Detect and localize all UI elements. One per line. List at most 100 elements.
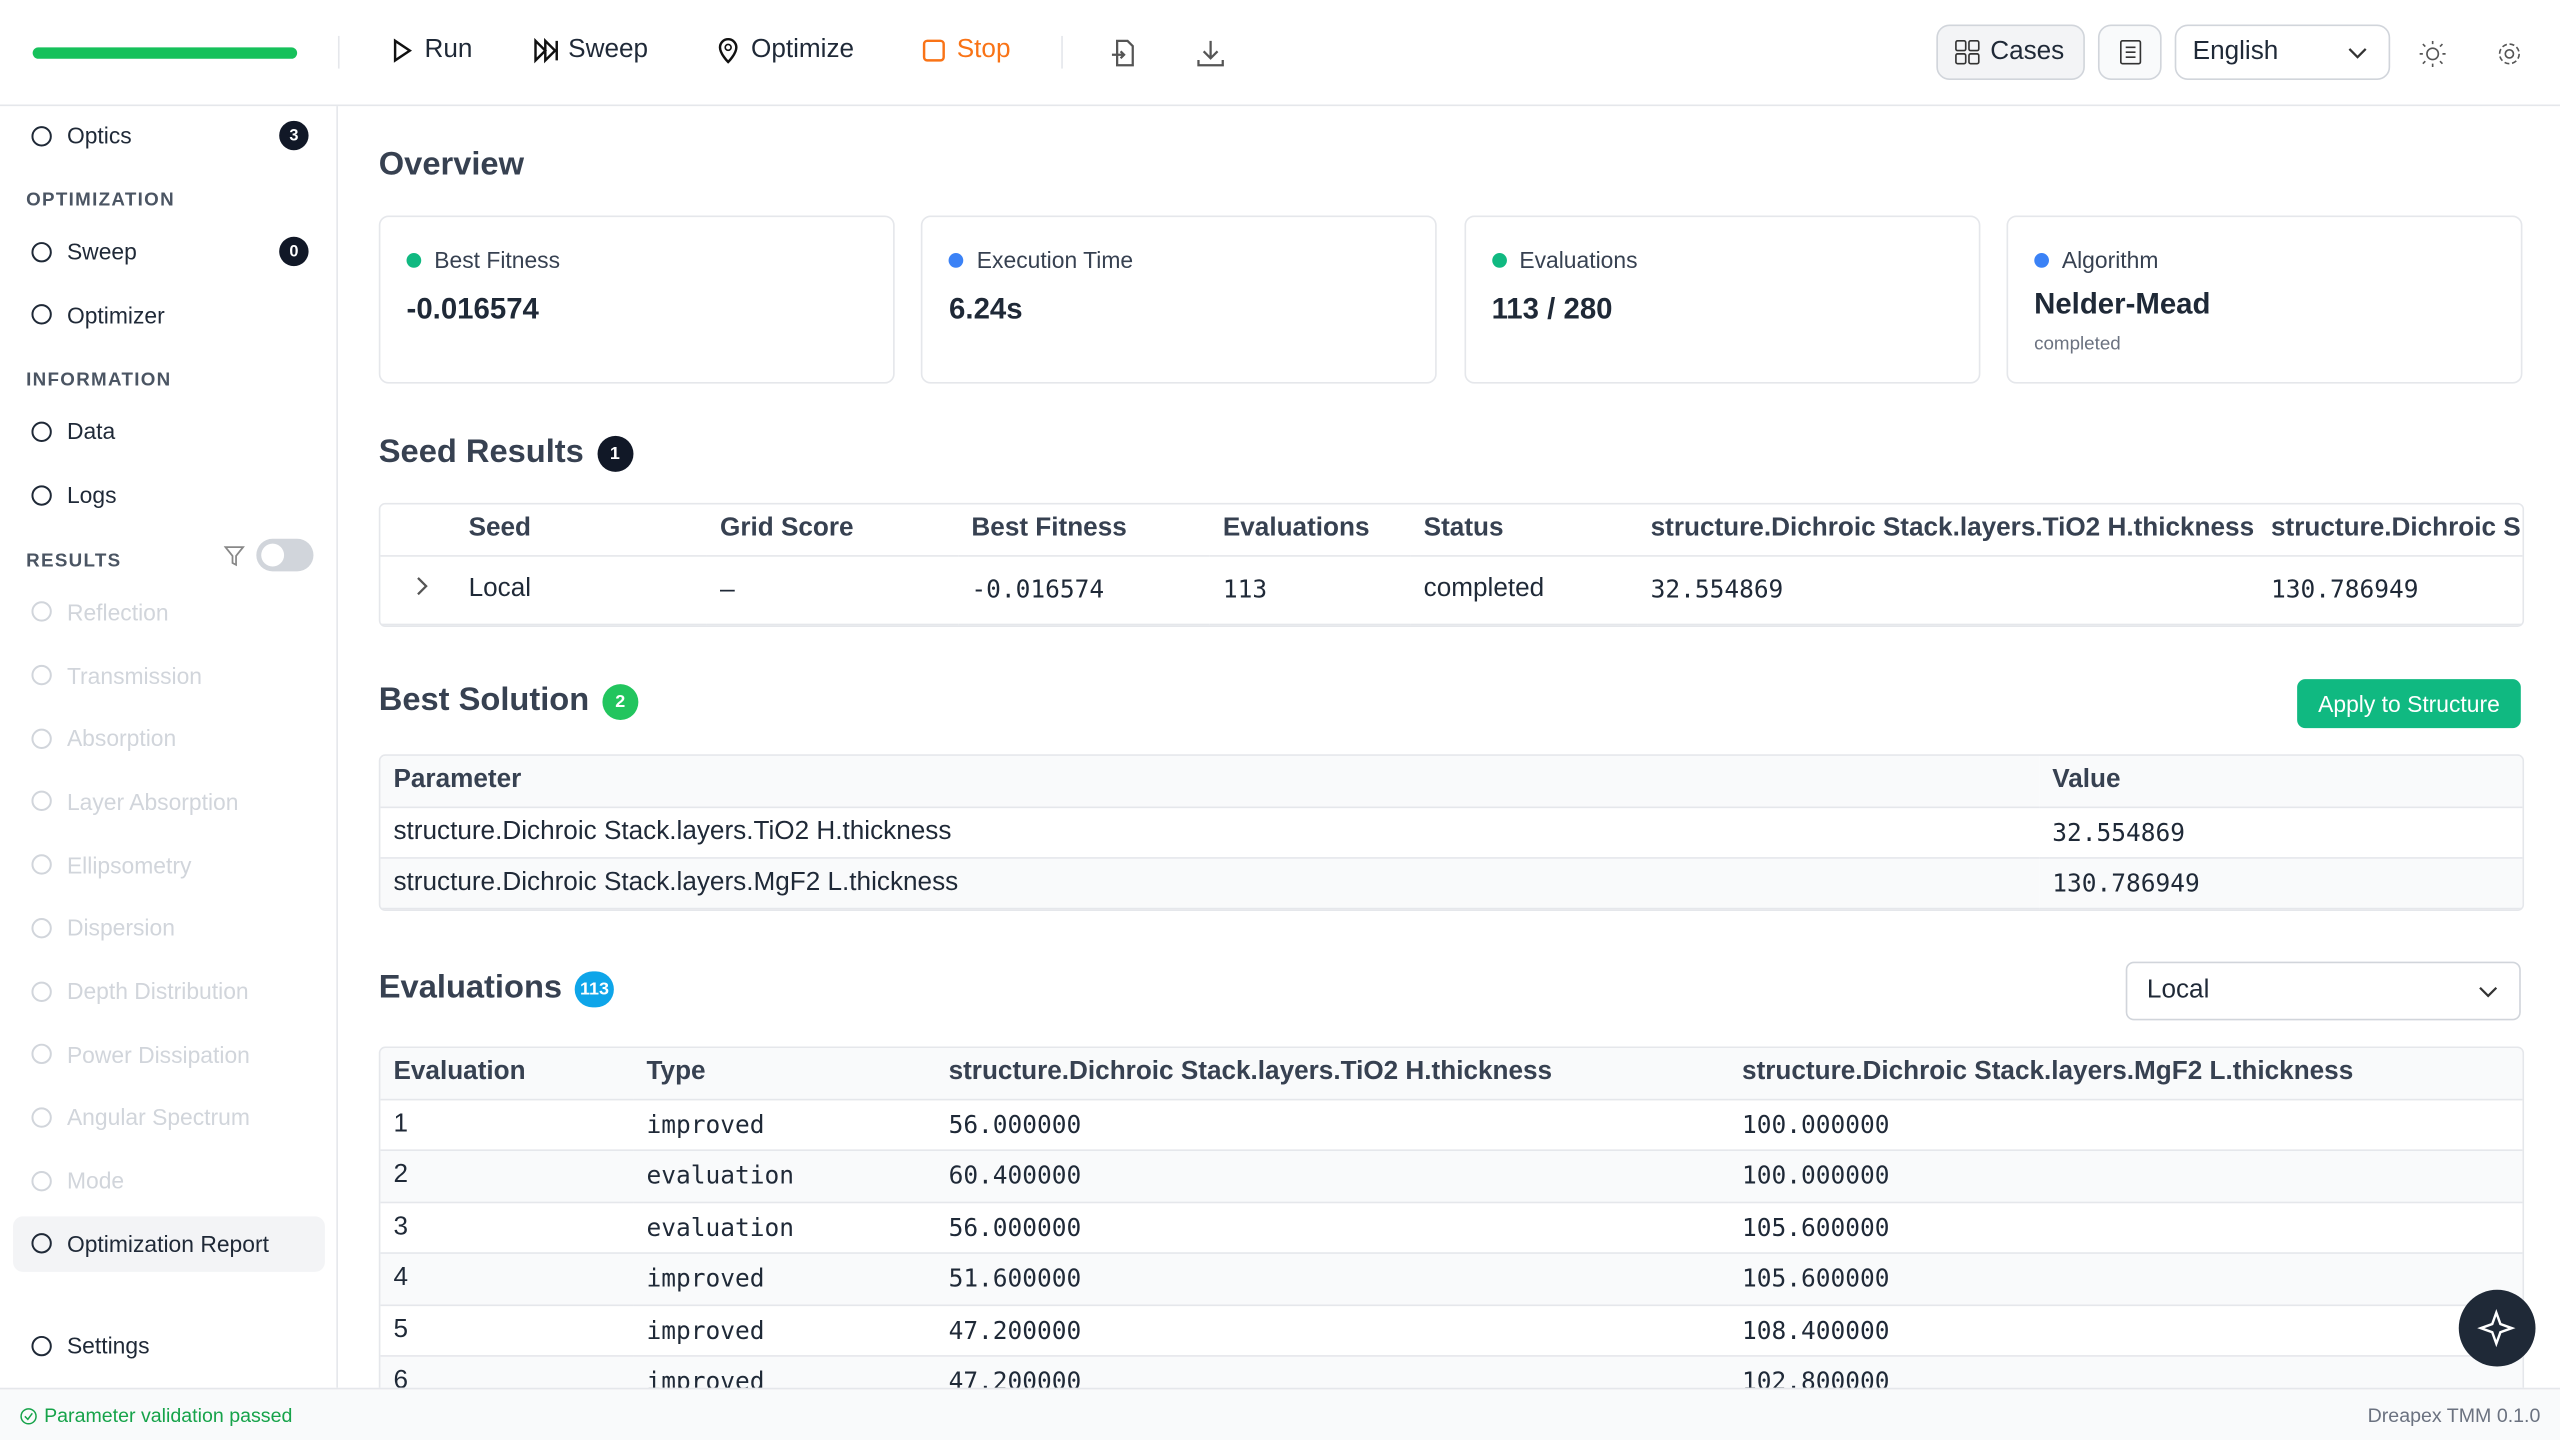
cell: evaluation [646, 1212, 794, 1243]
nav-badge: 3 [279, 120, 309, 151]
seed-select[interactable]: Local [2125, 961, 2521, 1021]
label: Sweep [568, 35, 649, 64]
assistant-button[interactable] [2458, 1289, 2536, 1367]
count-badge: 113 [575, 970, 614, 1007]
card-label: Algorithm [2061, 246, 2159, 273]
nav-item[interactable]: Dispersion [13, 900, 325, 956]
cell: structure.Dichroic Stack.layers.TiO2 H.t… [393, 817, 952, 845]
optimize-button[interactable]: Optimize [715, 36, 854, 65]
count-badge: 2 [602, 683, 639, 720]
language-select[interactable]: English [2174, 24, 2391, 80]
cell: improved [646, 1315, 765, 1345]
card-value: 113 / 280 [1491, 292, 1613, 325]
apply-button[interactable]: Apply to Structure [2297, 679, 2521, 729]
title-text: Best Solution [378, 682, 590, 719]
label: Stop [956, 35, 1011, 64]
row[interactable]: 3 evaluation 56.000000 105.600000 [380, 1201, 2523, 1254]
select-label: Local [2146, 976, 2210, 1005]
nav-badge: 0 [279, 236, 309, 267]
run-button[interactable]: Run [389, 36, 472, 65]
nav-item[interactable]: Reflection [13, 584, 325, 640]
row[interactable]: 2 evaluation 60.400000 100.000000 [380, 1150, 2523, 1202]
row[interactable]: 4 improved 51.600000 105.600000 [380, 1253, 2523, 1305]
title-text: Overview [378, 146, 525, 183]
nav-item[interactable]: Power Dissipation [13, 1026, 325, 1082]
nav-item[interactable]: Ellipsometry [13, 837, 325, 893]
nav-item[interactable]: Optimizer [13, 287, 325, 343]
cases-button[interactable]: Cases [1936, 24, 2085, 80]
cell: 51.600000 [948, 1264, 1082, 1294]
header-row: Evaluation Type structure.Dichroic Stack.l… [380, 1048, 2523, 1099]
nav-item[interactable]: Settings [13, 1318, 325, 1374]
row[interactable]: 5 improved 47.200000 108.400000 [380, 1304, 2523, 1356]
nav-item[interactable]: Absorption [13, 711, 325, 767]
nav-label: Reflection [66, 598, 169, 625]
row[interactable]: Local – -0.016574 113 completed 32.554869 130.… [380, 555, 2523, 624]
cell: -0.016574 [971, 574, 1105, 605]
row[interactable]: 1 improved 56.000000 100.000000 [380, 1098, 2523, 1151]
cell: 130.786949 [2052, 867, 2200, 898]
cell: 32.554869 [1650, 574, 1784, 605]
table-grid: Seed Grid Score Best Fitness Evaluations Sta… [380, 504, 2523, 624]
card-label-row: Execution Time [949, 247, 1133, 273]
nav-item[interactable]: Logs [13, 467, 325, 523]
sidebar: Optics 3 OPTIMIZATION Sweep 0 Optimizer INFORM… [0, 106, 338, 1388]
cell: improved [646, 1264, 765, 1294]
stop-button[interactable]: Stop [921, 35, 1011, 65]
expand-cell [380, 555, 455, 624]
nav-label: Settings [66, 1332, 150, 1359]
dot [406, 252, 422, 267]
nav-item[interactable]: Layer Absorption [13, 774, 325, 830]
header-cell: structure.Dichroic Stack.layers.TiO2 H.t… [948, 1058, 1553, 1087]
settings-icon[interactable] [2496, 41, 2522, 67]
header-cell: Value [2052, 766, 2121, 794]
cell: 105.600000 [1742, 1212, 1890, 1243]
nav-label: Optimizer [66, 301, 165, 328]
row[interactable]: structure.Dichroic Stack.layers.TiO2 H.t… [380, 806, 2523, 858]
nav-item[interactable]: Depth Distribution [13, 963, 325, 1019]
section-heading: RESULTS [26, 551, 122, 572]
cell: 47.200000 [948, 1315, 1082, 1345]
status-message: Parameter validation passed [44, 1404, 293, 1427]
cell: 3 [393, 1212, 409, 1241]
card-label: Execution Time [976, 246, 1134, 273]
theme-toggle[interactable] [2419, 40, 2446, 67]
cell: 113 [1222, 574, 1268, 605]
cell: 100.000000 [1742, 1109, 1890, 1140]
label: English [2192, 37, 2279, 66]
row[interactable]: structure.Dichroic Stack.layers.MgF2 L.t… [380, 857, 2523, 908]
toolbar: Run Sweep Optimize Stop Cases English [0, 0, 2560, 107]
nav-item[interactable]: Mode [13, 1153, 325, 1209]
sweep-button[interactable]: Sweep [532, 36, 648, 65]
nav-item[interactable]: Transmission [13, 647, 325, 703]
cell: evaluation [646, 1161, 794, 1191]
dot [2034, 252, 2049, 267]
nav-item[interactable]: Sweep 0 [13, 224, 325, 280]
notes-button[interactable] [2097, 24, 2162, 80]
header-cell: Status [1423, 514, 1504, 543]
table: Parameter Value structure.Dichroic Stack.l… [378, 754, 2525, 911]
nav-item[interactable]: Angular Spectrum [13, 1090, 325, 1146]
card-value: 6.24s [949, 292, 1023, 325]
header-cell: Parameter [393, 766, 522, 794]
header-cell: Best Fitness [971, 514, 1127, 543]
section-title: Overview [379, 147, 524, 185]
nav-item[interactable]: Optics 3 [13, 108, 325, 164]
cell: – [719, 574, 735, 605]
nav-label: Power Dissipation [66, 1041, 250, 1068]
toggle[interactable] [256, 538, 314, 572]
filter-icon[interactable] [223, 545, 245, 566]
import-icon[interactable] [1110, 39, 1138, 67]
card-label-row: Algorithm [2034, 247, 2158, 273]
header-row: Seed Grid Score Best Fitness Evaluations Sta… [380, 504, 2523, 556]
nav-label: Absorption [66, 725, 177, 752]
nav-item[interactable]: Optimization Report [13, 1215, 325, 1272]
nav-item[interactable]: Data [13, 404, 325, 460]
header-cell: structure.Dichroic Stack.layers.MgF2 L.t… [1742, 1058, 2354, 1087]
export-icon[interactable] [1197, 39, 1225, 67]
cell: 2 [393, 1161, 409, 1189]
progress-bar [32, 47, 298, 59]
header-cell: Evaluation [393, 1058, 526, 1087]
title-text: Evaluations [378, 969, 563, 1006]
